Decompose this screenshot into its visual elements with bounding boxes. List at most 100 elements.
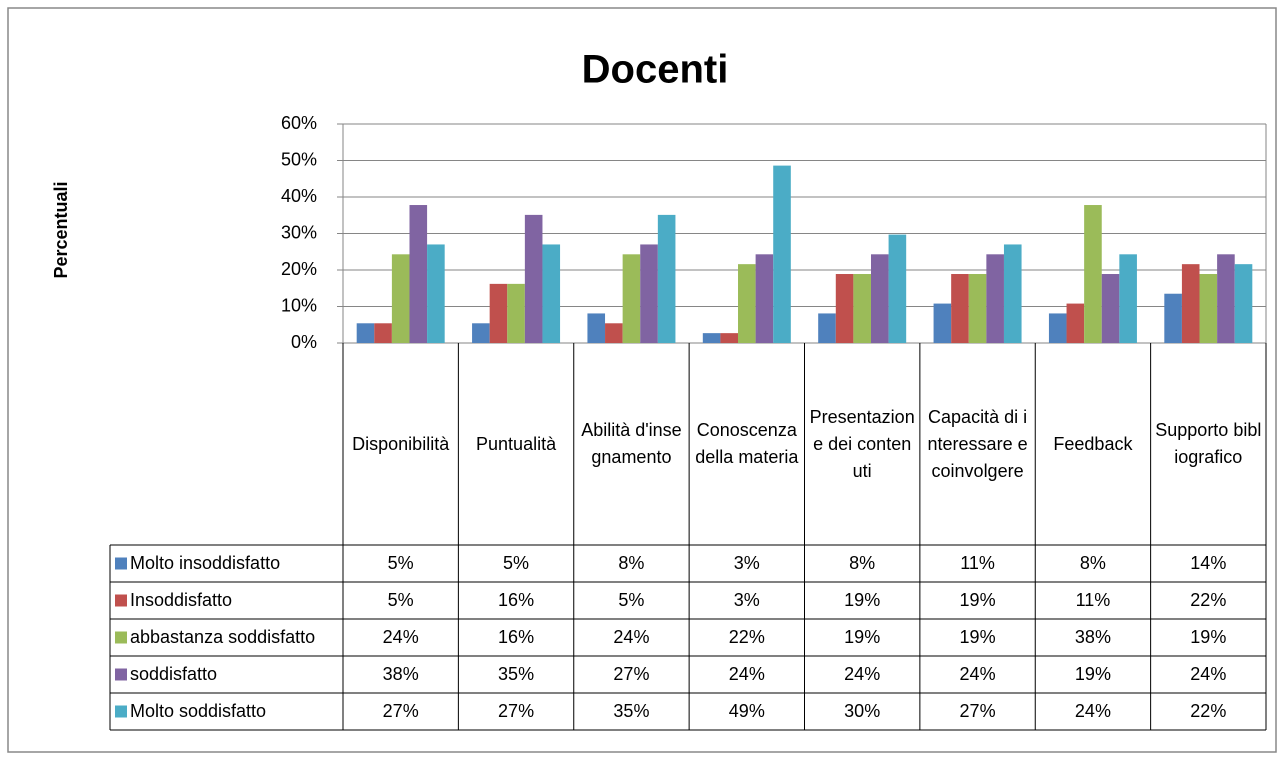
data-label: 5% xyxy=(503,553,530,573)
data-label: 19% xyxy=(844,627,881,647)
chart-border xyxy=(7,7,1277,753)
data-label: 5% xyxy=(387,590,414,610)
bar xyxy=(738,264,756,343)
bar xyxy=(374,323,392,343)
bar xyxy=(933,303,952,343)
y-tick-label: 0% xyxy=(291,332,317,352)
x-tick-label: Puntualità xyxy=(476,433,557,454)
bar xyxy=(1181,264,1200,343)
y-tick-label: 40% xyxy=(281,186,317,206)
bar xyxy=(1066,303,1085,343)
bar xyxy=(657,214,676,343)
bar xyxy=(853,274,871,343)
bar xyxy=(870,254,889,343)
bar xyxy=(472,323,490,343)
data-label: 16% xyxy=(498,590,535,610)
bar xyxy=(702,333,721,343)
data-label: 24% xyxy=(728,664,765,684)
x-tick-label: Abilità d'insegnamento xyxy=(581,420,682,467)
data-label: 24% xyxy=(1190,664,1227,684)
bar xyxy=(524,214,543,343)
bar xyxy=(1164,293,1182,343)
data-label: 16% xyxy=(498,627,535,647)
legend-key xyxy=(115,594,127,607)
data-label: 24% xyxy=(1074,701,1111,721)
bar xyxy=(951,274,969,343)
legend-label: abbastanza soddisfatto xyxy=(130,627,316,647)
legend-label: Molto insoddisfatto xyxy=(130,553,281,573)
data-label: 19% xyxy=(844,590,881,610)
bar xyxy=(489,283,508,343)
x-tick-label: Capacità di interessare e coinvolgere xyxy=(927,406,1028,481)
data-label: 8% xyxy=(849,553,876,573)
bar xyxy=(622,254,641,343)
data-label: 19% xyxy=(1074,664,1111,684)
data-label: 38% xyxy=(1074,627,1111,647)
data-label: 11% xyxy=(1075,590,1111,610)
legend-key xyxy=(115,631,127,644)
data-label: 27% xyxy=(959,701,996,721)
data-label: 35% xyxy=(613,701,650,721)
bar xyxy=(755,254,774,343)
bar xyxy=(409,205,428,343)
bar xyxy=(356,323,375,343)
data-label: 19% xyxy=(959,627,996,647)
bar xyxy=(1119,254,1137,343)
bar xyxy=(1048,313,1067,343)
bar xyxy=(888,234,907,343)
data-label: 5% xyxy=(618,590,645,610)
bar xyxy=(1101,274,1120,343)
bar xyxy=(391,254,410,343)
data-label: 27% xyxy=(498,701,535,721)
data-label: 24% xyxy=(844,664,881,684)
data-label: 8% xyxy=(618,553,645,573)
bar xyxy=(427,244,445,343)
bar xyxy=(968,274,987,343)
legend-key xyxy=(115,557,127,570)
bar xyxy=(835,274,854,343)
bar xyxy=(507,283,525,343)
data-label: 22% xyxy=(1190,590,1227,610)
data-label: 22% xyxy=(728,627,765,647)
y-tick-label: 20% xyxy=(281,259,317,279)
data-label: 19% xyxy=(1190,627,1227,647)
data-label: 38% xyxy=(382,664,419,684)
legend-key xyxy=(115,705,127,718)
data-label: 8% xyxy=(1079,553,1106,573)
x-tick-label: Conoscenza della materia xyxy=(695,420,799,467)
legend-label: soddisfatto xyxy=(130,664,218,684)
data-label: 49% xyxy=(728,701,765,721)
data-label: 11% xyxy=(960,553,995,573)
y-tick-label: 60% xyxy=(281,113,317,133)
data-label: 19% xyxy=(959,590,996,610)
x-tick-label: Supporto bibliografico xyxy=(1155,420,1262,467)
bar xyxy=(1003,244,1022,343)
y-tick-label: 50% xyxy=(281,149,317,169)
bar xyxy=(1084,205,1102,343)
y-tick-label: 30% xyxy=(281,222,317,242)
bar xyxy=(720,333,739,343)
data-label: 24% xyxy=(613,627,650,647)
data-label: 5% xyxy=(387,553,414,573)
bar xyxy=(1217,254,1235,343)
data-label: 3% xyxy=(733,553,760,573)
data-label: 14% xyxy=(1190,553,1227,573)
x-tick-label: Feedback xyxy=(1053,433,1133,454)
data-label: 24% xyxy=(959,664,996,684)
data-label: 27% xyxy=(382,701,419,721)
x-tick-label: Presentazione dei contenuti xyxy=(809,406,915,481)
data-label: 35% xyxy=(498,664,535,684)
legend-key xyxy=(115,668,127,681)
chart-title: Docenti xyxy=(582,48,729,92)
legend-label: Molto soddisfatto xyxy=(130,701,267,721)
bar xyxy=(1199,274,1218,343)
bar xyxy=(1234,264,1253,343)
bar xyxy=(542,244,561,343)
y-tick-label: 10% xyxy=(281,295,317,315)
bar xyxy=(773,165,791,343)
bar xyxy=(818,313,836,343)
legend-label: Insoddisfatto xyxy=(130,590,233,610)
bar xyxy=(640,244,658,343)
